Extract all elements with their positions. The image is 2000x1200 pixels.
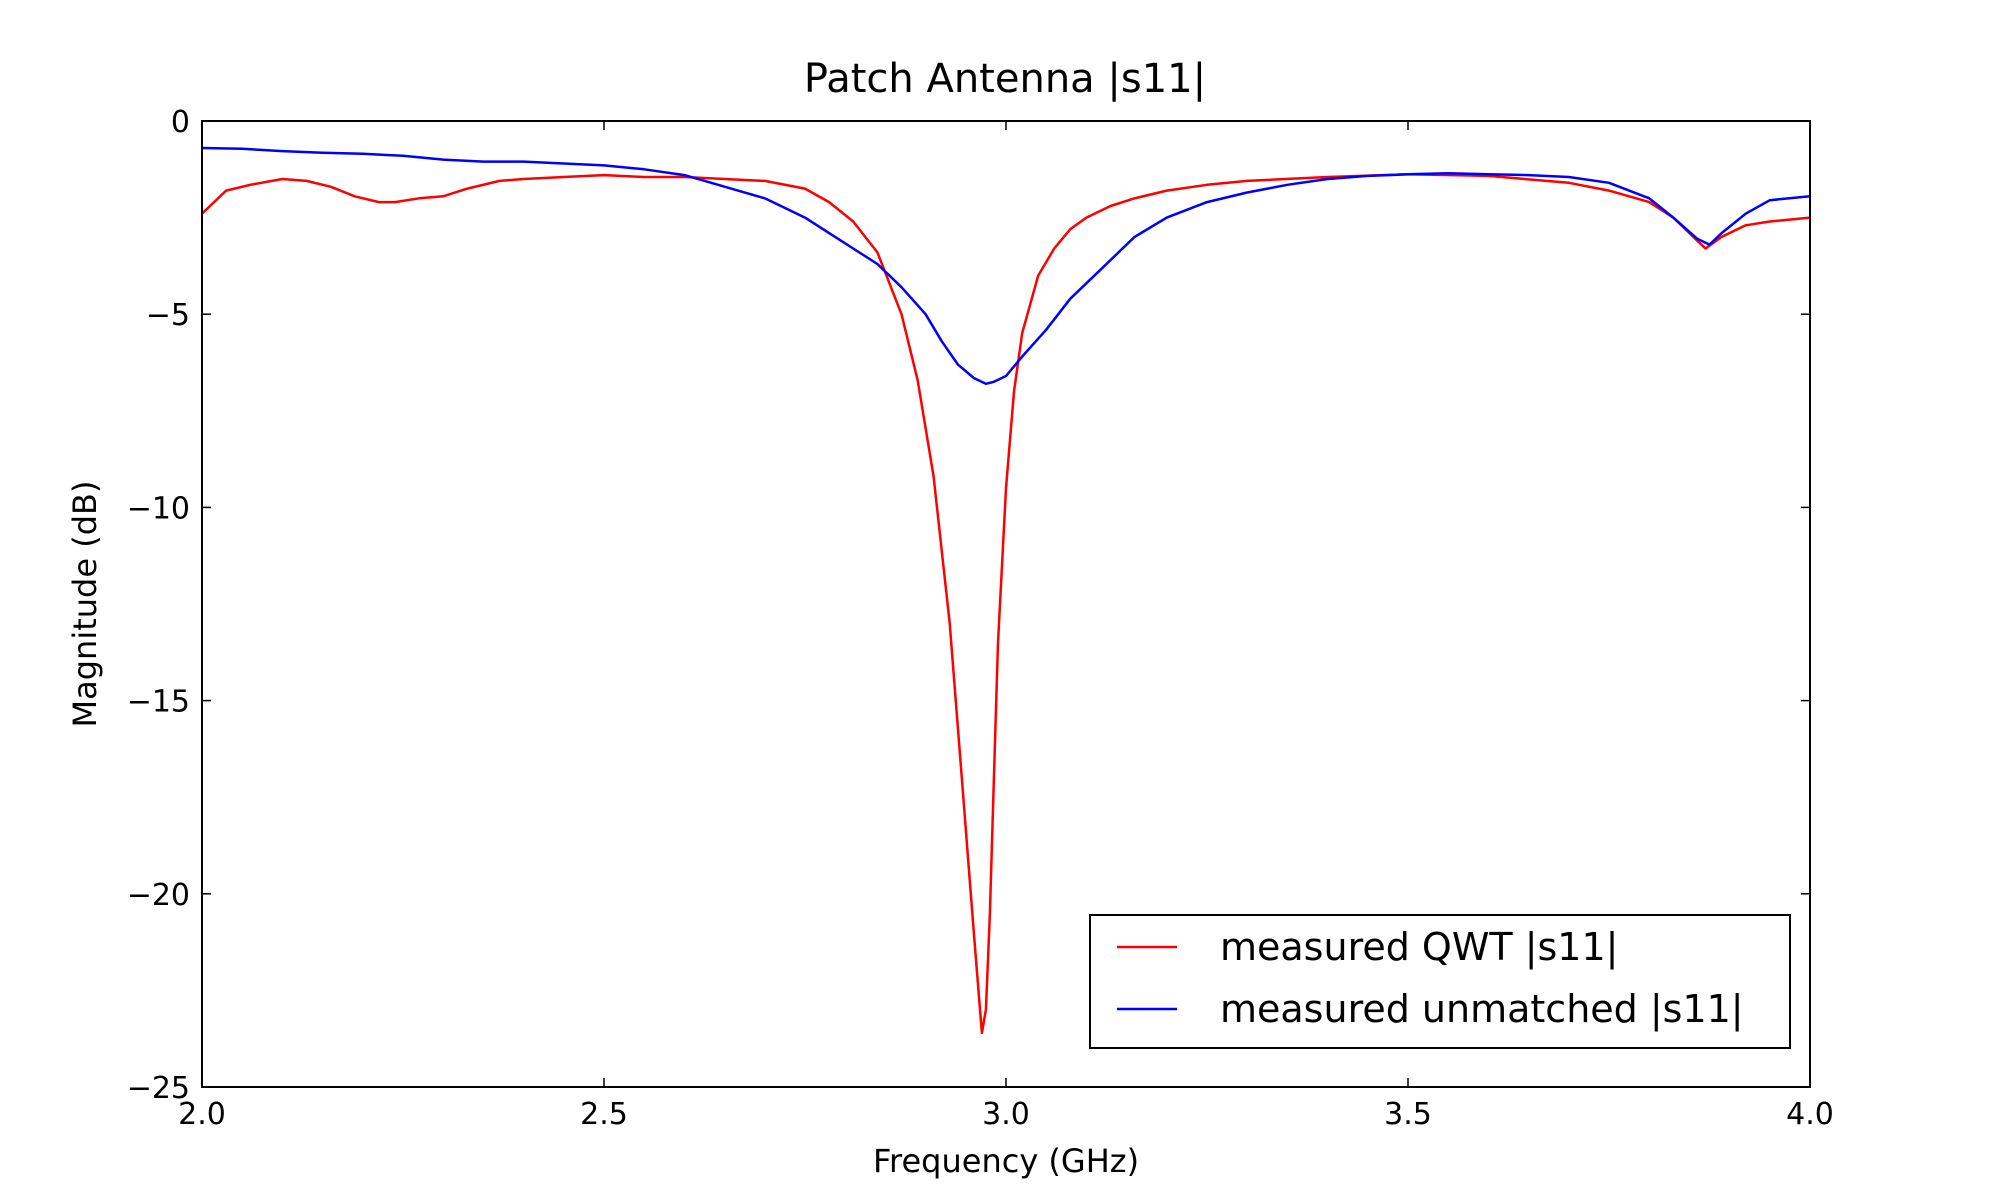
legend-label-unmatched: measured unmatched |s11| [1220, 987, 1744, 1032]
legend-box [1089, 914, 1791, 1049]
y-tick-label: −10 [127, 491, 190, 526]
x-tick-label: 2.5 [580, 1097, 628, 1132]
y-axis-label: Magnitude (dB) [66, 481, 104, 728]
y-tick-label: −25 [127, 1071, 190, 1106]
tick-layer: 2.0 2.5 3.0 3.5 4.0 0 −5 −10 −15 −20 −25 [127, 105, 1834, 1132]
x-axis-label: Frequency (GHz) [873, 1142, 1139, 1180]
legend: measured QWT |s11| measured unmatched |s… [1089, 914, 1791, 1049]
x-tick-label: 4.0 [1786, 1097, 1834, 1132]
series-layer [201, 146, 1811, 1035]
chart-title: Patch Antenna |s11| [804, 56, 1206, 102]
series-line-1 [201, 146, 1811, 386]
y-tick-label: −20 [127, 878, 190, 913]
y-tick-label: 0 [171, 105, 190, 140]
y-tick-label: −5 [146, 298, 190, 333]
x-tick-label: 3.5 [1384, 1097, 1432, 1132]
x-tick-label: 3.0 [982, 1097, 1030, 1132]
x-tick-label: 2.0 [178, 1097, 226, 1132]
series-line-0 [201, 173, 1811, 1035]
legend-label-qwt: measured QWT |s11| [1220, 925, 1618, 970]
y-tick-label: −15 [127, 685, 190, 720]
